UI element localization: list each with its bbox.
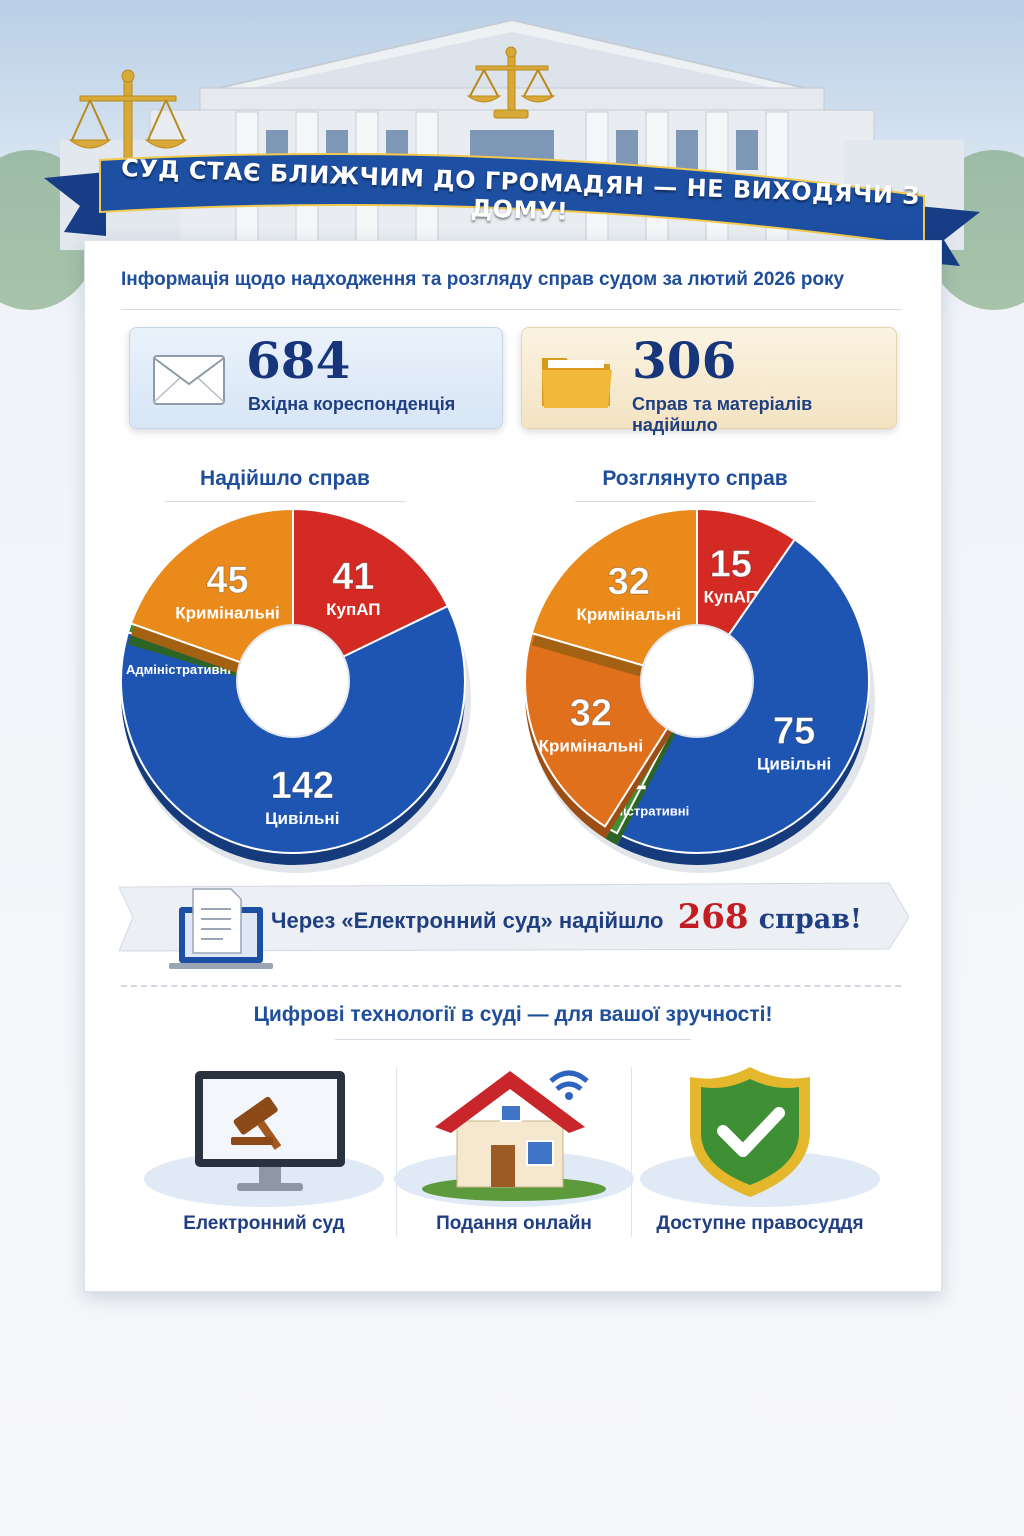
- house-wifi-icon: [394, 1070, 634, 1207]
- donut-hole: [236, 624, 350, 738]
- tech-item-ecourt: Електронний суд: [129, 1061, 399, 1261]
- report-card: Інформація щодо надходження та розгляду …: [84, 240, 942, 1292]
- scales-icon-center: [466, 46, 556, 119]
- tech-item-justice: Доступне правосуддя: [625, 1061, 895, 1261]
- slice-value-label: 45: [206, 559, 248, 601]
- tech-label: Доступне правосуддя: [656, 1213, 864, 1234]
- laptop-document-icon: [169, 888, 273, 969]
- shield-check-icon: [640, 1067, 880, 1207]
- chart-title-received: Надійшло справ: [200, 467, 370, 490]
- donut-charts: 41КупАП142Цивільні2Адміністративні45Крим…: [120, 507, 875, 873]
- slice-category-label: Кримінальні: [175, 603, 279, 622]
- slice-value-label: 32: [570, 692, 612, 734]
- slice-category-label: Цивільні: [265, 809, 339, 828]
- stat-value: 684: [246, 331, 351, 390]
- envelope-icon: [153, 355, 225, 405]
- slice-category-label: КупАП: [326, 600, 380, 619]
- courthouse-illustration: [0, 18, 1024, 310]
- banner-ribbon: [119, 882, 909, 969]
- monitor-gavel-icon: [144, 1071, 384, 1207]
- tech-title: Цифрові технології в суді — для вашої зр…: [253, 1003, 773, 1026]
- slice-category-label: Адміністративні: [126, 662, 231, 677]
- slice-value-label: 15: [710, 544, 752, 586]
- pie-slice-1: [292, 507, 450, 683]
- stat-incoming-correspondence: 684 Вхідна кореспонденція: [129, 327, 503, 429]
- slice-category-label: Кримінальні: [539, 736, 643, 755]
- chart-title-reviewed: Розглянуто справ: [602, 467, 788, 490]
- report-subtitle: Інформація щодо надходження та розгляду …: [121, 269, 845, 290]
- ecourt-banner: Через «Електронний суд» надійшло 268 спр…: [119, 881, 909, 969]
- ecourt-label: Через «Електронний суд» надійшло: [271, 908, 664, 933]
- slice-category-label: Цивільні: [757, 755, 831, 774]
- ecourt-count: 268: [677, 897, 749, 937]
- divider: [165, 501, 405, 502]
- dashed-divider: [121, 985, 901, 987]
- slice-value-label: 75: [773, 711, 815, 753]
- divider: [631, 1067, 632, 1237]
- stat-value: 306: [632, 331, 737, 390]
- slice-category-label: КупАП: [704, 588, 758, 607]
- slice-value-label: 32: [608, 561, 650, 603]
- divider: [121, 309, 901, 310]
- slice-value-label: 41: [332, 556, 374, 598]
- stat-label: Справ та матеріалів надійшло: [632, 394, 813, 435]
- ecourt-unit: справ!: [758, 904, 862, 935]
- pie-slice-5: [530, 507, 698, 683]
- header: СУД СТАЄ БЛИЖЧИМ ДО ГРОМАДЯН — НЕ ВИХОДЯ…: [0, 0, 1024, 330]
- stat-cases-received: 306 Справ та матеріалів надійшло: [521, 327, 897, 435]
- donut-hole: [640, 624, 754, 738]
- divider: [335, 1039, 691, 1040]
- slice-value-label: 142: [271, 765, 334, 807]
- divider: [396, 1067, 397, 1237]
- pie-slice-4: [129, 507, 294, 683]
- stat-label: Вхідна кореспонденція: [248, 394, 456, 414]
- tech-label: Подання онлайн: [436, 1213, 592, 1234]
- tech-item-online: Подання онлайн: [379, 1061, 649, 1261]
- divider: [575, 501, 815, 502]
- folder-icon: [542, 358, 612, 408]
- tech-label: Електронний суд: [183, 1213, 345, 1234]
- ecourt-text: Через «Електронний суд» надійшло 268 спр…: [271, 897, 862, 937]
- slice-category-label: Кримінальні: [577, 605, 681, 624]
